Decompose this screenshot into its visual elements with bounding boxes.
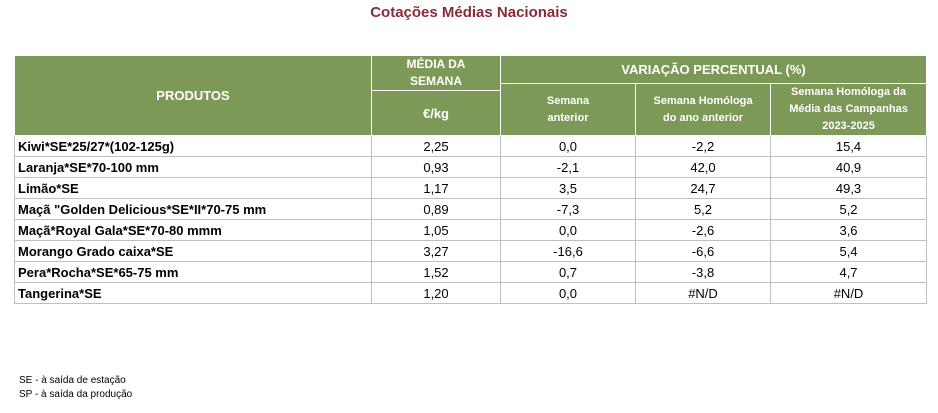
cell-media: 0,89 bbox=[371, 198, 501, 220]
cell-produto: Laranja*SE*70-100 mm bbox=[14, 156, 372, 178]
cell-homologa: -2,6 bbox=[635, 219, 771, 241]
header-media-line2: SEMANA bbox=[409, 74, 462, 88]
cell-campanhas: #N/D bbox=[769, 282, 928, 304]
header-sub2-line1: Semana Homóloga bbox=[653, 94, 753, 107]
header-media-campanhas: Semana Homóloga da Média das Campanhas 2… bbox=[769, 83, 928, 136]
table-row: Morango Grado caixa*SE 3,27 -16,6 -6,6 5… bbox=[14, 240, 928, 262]
cell-anterior: 3,5 bbox=[500, 177, 636, 199]
cell-campanhas: 15,4 bbox=[769, 135, 928, 157]
header-semana-homologa: Semana Homóloga do ano anterior bbox=[635, 83, 771, 136]
cell-produto: Maçã*Royal Gala*SE*70-80 mmm bbox=[14, 219, 372, 241]
footnote-sp: SP - à saída da produção bbox=[19, 389, 133, 400]
cell-produto: Tangerina*SE bbox=[14, 282, 372, 304]
header-sub3-line3: 2023-2025 bbox=[822, 120, 875, 132]
prices-table: PRODUTOS MÉDIA DA SEMANA VARIAÇÃO PERCEN… bbox=[14, 55, 928, 304]
table-row: Kiwi*SE*25/27*(102-125g) 2,25 0,0 -2,2 1… bbox=[14, 135, 928, 157]
cell-media: 1,52 bbox=[371, 261, 501, 283]
cell-homologa: 42,0 bbox=[635, 156, 771, 178]
cell-anterior: 0,7 bbox=[500, 261, 636, 283]
cell-produto: Limão*SE bbox=[14, 177, 372, 199]
cell-anterior: -16,6 bbox=[500, 240, 636, 262]
cell-homologa: -2,2 bbox=[635, 135, 771, 157]
header-media-semana: MÉDIA DA SEMANA bbox=[371, 55, 501, 91]
table-row: Tangerina*SE 1,20 0,0 #N/D #N/D bbox=[14, 282, 928, 304]
table-row: Limão*SE 1,17 3,5 24,7 49,3 bbox=[14, 177, 928, 199]
cell-media: 3,27 bbox=[371, 240, 501, 262]
header-unit: €/kg bbox=[371, 90, 501, 136]
cell-campanhas: 3,6 bbox=[769, 219, 928, 241]
cell-anterior: 0,0 bbox=[500, 219, 636, 241]
footnotes: SE - à saída de estação SP - à saída da … bbox=[19, 374, 132, 402]
cell-homologa: -6,6 bbox=[635, 240, 771, 262]
footnote-se: SE - à saída de estação bbox=[19, 375, 126, 386]
cell-anterior: -2,1 bbox=[500, 156, 636, 178]
table-row: Maçã "Golden Delicious*SE*II*70-75 mm 0,… bbox=[14, 198, 928, 220]
cell-produto: Kiwi*SE*25/27*(102-125g) bbox=[14, 135, 372, 157]
cell-homologa: 5,2 bbox=[635, 198, 771, 220]
cell-produto: Morango Grado caixa*SE bbox=[14, 240, 372, 262]
header-sub3-line2: Média das Campanhas bbox=[789, 103, 908, 115]
cell-anterior: -7,3 bbox=[500, 198, 636, 220]
cell-media: 1,20 bbox=[371, 282, 501, 304]
cell-homologa: #N/D bbox=[635, 282, 771, 304]
header-media-line1: MÉDIA DA bbox=[406, 57, 466, 71]
cell-anterior: 0,0 bbox=[500, 135, 636, 157]
cell-media: 2,25 bbox=[371, 135, 501, 157]
header-sub1-line2: anterior bbox=[547, 111, 589, 124]
cell-media: 1,17 bbox=[371, 177, 501, 199]
table-row: Laranja*SE*70-100 mm 0,93 -2,1 42,0 40,9 bbox=[14, 156, 928, 178]
page-title: Cotações Médias Nacionais bbox=[370, 4, 568, 21]
cell-campanhas: 49,3 bbox=[769, 177, 928, 199]
header-sub3-line1: Semana Homóloga da bbox=[791, 86, 906, 98]
header-produtos: PRODUTOS bbox=[14, 55, 372, 136]
cell-produto: Pera*Rocha*SE*65-75 mm bbox=[14, 261, 372, 283]
header-sub1-line1: Semana bbox=[546, 94, 590, 107]
cell-campanhas: 4,7 bbox=[769, 261, 928, 283]
cell-media: 0,93 bbox=[371, 156, 501, 178]
cell-campanhas: 5,4 bbox=[769, 240, 928, 262]
header-semana-anterior: Semana anterior bbox=[500, 83, 636, 136]
cell-campanhas: 5,2 bbox=[769, 198, 928, 220]
table-row: Pera*Rocha*SE*65-75 mm 1,52 0,7 -3,8 4,7 bbox=[14, 261, 928, 283]
header-sub2-line2: do ano anterior bbox=[662, 111, 744, 124]
table-row: Maçã*Royal Gala*SE*70-80 mmm 1,05 0,0 -2… bbox=[14, 219, 928, 241]
cell-homologa: 24,7 bbox=[635, 177, 771, 199]
header-variacao: VARIAÇÃO PERCENTUAL (%) bbox=[499, 55, 928, 84]
cell-homologa: -3,8 bbox=[635, 261, 771, 283]
cell-campanhas: 40,9 bbox=[769, 156, 928, 178]
cell-media: 1,05 bbox=[371, 219, 501, 241]
cell-anterior: 0,0 bbox=[500, 282, 636, 304]
cell-produto: Maçã "Golden Delicious*SE*II*70-75 mm bbox=[14, 198, 372, 220]
